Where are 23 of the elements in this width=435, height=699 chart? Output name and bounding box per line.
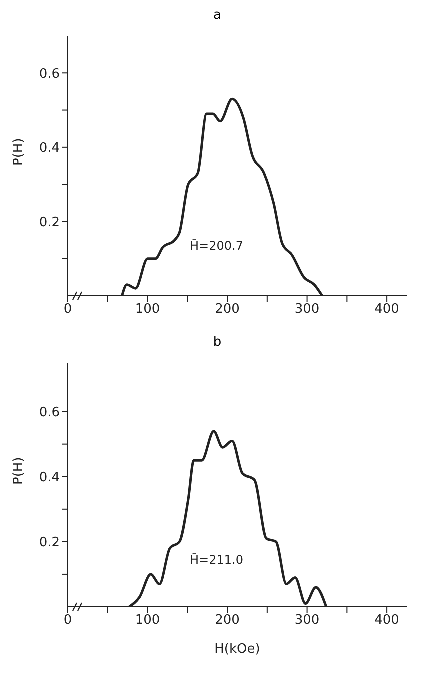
y-tick-label: 0.4	[39, 141, 60, 156]
x-tick-label: 300	[294, 613, 320, 628]
y-tick-label: 0.6	[39, 66, 60, 82]
chart-title: b	[212, 335, 223, 352]
x-tick-label: 100	[135, 302, 160, 318]
x-axis-title: H(kOe)	[214, 642, 260, 657]
y-axis-title: P(H)	[12, 457, 27, 485]
annotation: H̄=211.0	[190, 553, 244, 568]
y-tick-label: 0.2	[39, 536, 60, 551]
x-tick-label: 0	[64, 302, 72, 318]
chart-title: a	[212, 8, 222, 25]
x-tick-label: 300	[294, 302, 320, 318]
x-tick-label: 200	[215, 302, 240, 318]
y-tick-label: 0.2	[39, 215, 60, 230]
x-tick-label: 100	[135, 613, 160, 628]
y-tick-label: 0.6	[39, 405, 60, 420]
x-tick-label: 400	[374, 302, 400, 318]
x-tick-label: 400	[374, 613, 400, 628]
x-tick-label: 200	[215, 613, 240, 628]
annotation: H̄=200.7	[190, 238, 244, 253]
x-tick-label: 0	[64, 613, 72, 628]
y-axis-title: P(H)	[12, 138, 27, 166]
y-tick-label: 0.4	[39, 470, 60, 486]
